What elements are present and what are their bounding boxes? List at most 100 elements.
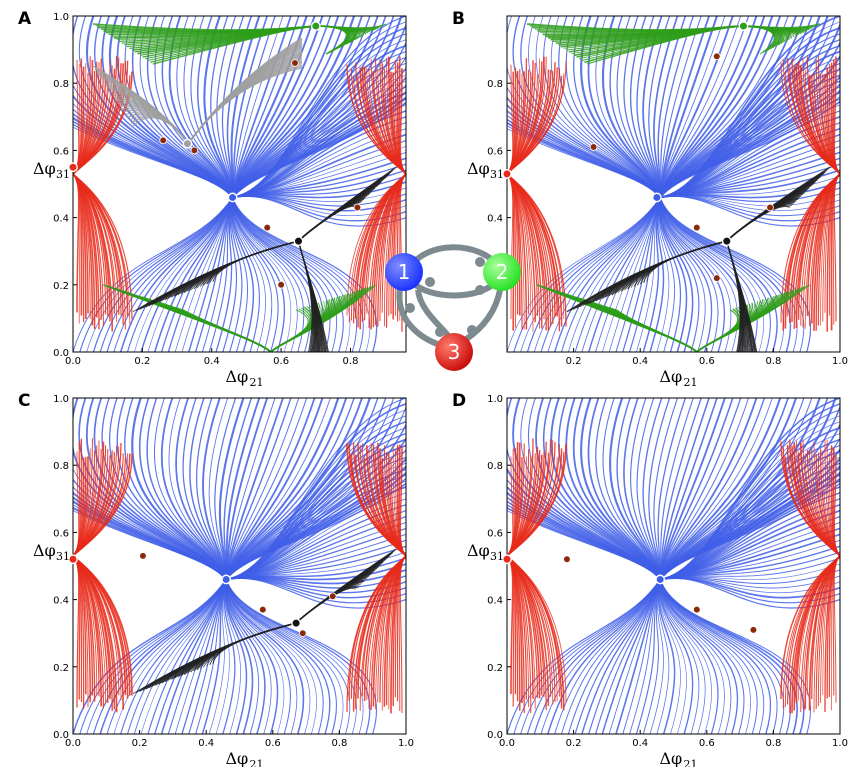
streamline-blue — [127, 579, 227, 734]
streamline-blue — [160, 398, 228, 580]
stable-point — [227, 192, 238, 203]
streamline-blue — [629, 579, 661, 734]
streamline-blue — [659, 579, 739, 734]
streamline-blue — [222, 197, 238, 352]
streamline-blue — [608, 197, 661, 352]
streamline-red — [346, 443, 406, 557]
streamline-red — [780, 555, 840, 700]
x-tick-label: 1.0 — [398, 738, 414, 749]
streamline-green — [616, 309, 698, 352]
stable-point — [502, 554, 512, 565]
y-tick-label: 0.8 — [53, 79, 69, 90]
streamline-red — [780, 62, 840, 175]
panel-letter: C — [18, 391, 30, 411]
x-tick-label: 0.2 — [566, 738, 582, 749]
streamline-red — [507, 61, 567, 175]
node-2-label: 2 — [496, 260, 509, 284]
streamline-blue — [79, 579, 227, 734]
x-tick-label: 1.0 — [832, 356, 848, 367]
y-tick-label: 0.4 — [53, 596, 69, 607]
streamline-blue — [567, 579, 661, 734]
y-axis-label-sub: 31 — [56, 168, 70, 181]
trajectories — [73, 398, 406, 734]
saddle-point — [291, 59, 299, 67]
streamline-green — [182, 309, 272, 352]
streamline-blue — [126, 197, 234, 352]
streamline-red — [73, 173, 80, 313]
streamline-blue — [225, 579, 266, 734]
x-tick-label: 0.6 — [265, 738, 281, 749]
streamline-blue — [106, 197, 234, 352]
streamline-blue — [231, 197, 255, 352]
saddle-point — [712, 52, 721, 61]
streamline-green — [586, 25, 744, 65]
saddle-point — [139, 552, 147, 560]
streamline-blue — [188, 579, 227, 734]
streamline-blue — [659, 197, 706, 352]
streamline-red — [507, 173, 515, 331]
stable-point — [738, 21, 749, 31]
streamline-blue — [622, 579, 661, 734]
streamline-blue — [168, 16, 234, 198]
x-axis-label: Δφ — [660, 749, 683, 767]
saddle-point — [190, 146, 199, 155]
streamline-red — [507, 555, 514, 695]
node-2-icon — [483, 253, 521, 291]
x-tick-label: 0.4 — [198, 738, 214, 749]
y-tick-label: 0.6 — [487, 146, 503, 157]
y-tick-label: 0.8 — [53, 461, 69, 472]
streamline-blue — [507, 579, 661, 734]
streamline-red — [780, 173, 840, 323]
streamline-blue — [174, 197, 233, 352]
streamline-blue — [132, 16, 234, 198]
streamline-blue — [602, 197, 661, 352]
streamline-blue — [201, 579, 227, 734]
saddle-point — [749, 626, 758, 634]
streamline-blue — [659, 579, 681, 734]
streamline-blue — [225, 579, 305, 734]
saddle-point — [263, 223, 272, 232]
saddle-point — [353, 203, 362, 212]
streamline-green — [743, 25, 775, 55]
stable-point — [721, 236, 732, 247]
node-3-label: 3 — [448, 340, 461, 364]
streamline-blue — [147, 579, 227, 734]
streamline-blue — [659, 579, 694, 734]
streamline-blue — [225, 579, 291, 734]
y-tick-label: 0.4 — [53, 214, 69, 225]
streamline-blue — [225, 398, 292, 580]
streamline-blue — [225, 579, 311, 734]
streamline-blue — [99, 579, 227, 734]
streamline-blue — [232, 197, 273, 352]
streamline-blue — [231, 197, 344, 352]
streamline-blue — [659, 197, 700, 352]
streamline-blue — [225, 579, 285, 734]
streamline-blue — [226, 577, 406, 609]
trajectories — [73, 16, 406, 352]
arrowhead — [467, 325, 477, 335]
stable-point — [310, 21, 321, 31]
streamline-blue — [659, 579, 791, 734]
streamline-blue — [140, 579, 227, 734]
y-tick-label: 1.0 — [53, 394, 69, 405]
streamline-blue — [208, 579, 227, 734]
y-axis-label: Δφ — [33, 159, 56, 178]
streamline-blue — [183, 16, 234, 198]
streamline-blue — [558, 16, 661, 198]
x-tick-label: 0.8 — [765, 738, 781, 749]
streamline-blue — [222, 579, 236, 734]
streamline-blue — [154, 197, 234, 352]
streamline-blue — [225, 579, 357, 734]
streamline-red — [346, 555, 406, 712]
panel-letter: B — [452, 9, 465, 29]
streamline-blue — [140, 197, 234, 352]
streamline-blue — [133, 579, 227, 734]
streamline-blue — [106, 579, 227, 734]
streamline-blue — [73, 579, 227, 734]
panel-D: 0.0 0.2 0.4 0.6 0.8 1.00.00.20.40.60.81.0Δφ 21… — [452, 391, 848, 767]
x-tick-label: 0.8 — [331, 738, 347, 749]
streamline-blue — [224, 579, 254, 734]
x-axis-label-sub: 21 — [684, 758, 698, 767]
streamline-blue — [231, 16, 276, 198]
